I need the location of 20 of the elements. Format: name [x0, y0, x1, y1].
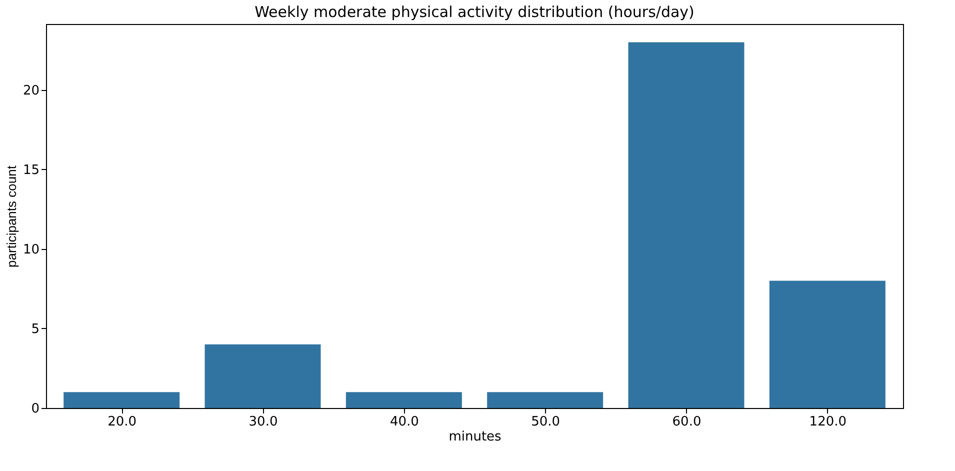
y-tick-label: 15	[22, 162, 40, 178]
bar	[628, 42, 744, 408]
x-tick-label: 40.0	[390, 414, 419, 430]
bar	[769, 280, 886, 408]
x-tick-label: 20.0	[108, 414, 137, 430]
bar	[204, 344, 321, 408]
chart-title: Weekly moderate physical activity distribution (hours/day)	[254, 3, 694, 21]
x-tick-label: 120.0	[809, 414, 847, 430]
x-tick-label: 30.0	[248, 414, 278, 430]
x-tick-label: 60.0	[672, 414, 702, 430]
x-tick-label: 50.0	[531, 414, 560, 430]
y-tick-label: 0	[31, 402, 40, 416]
x-axis-title: minutes	[448, 430, 502, 444]
bar	[346, 392, 462, 408]
y-tick-label: 20	[22, 83, 40, 98]
y-axis-title: participants count	[4, 165, 19, 268]
y-tick-label: 10	[22, 242, 40, 258]
y-tick-label: 5	[31, 322, 40, 337]
bar	[487, 392, 604, 408]
bar	[64, 392, 180, 408]
